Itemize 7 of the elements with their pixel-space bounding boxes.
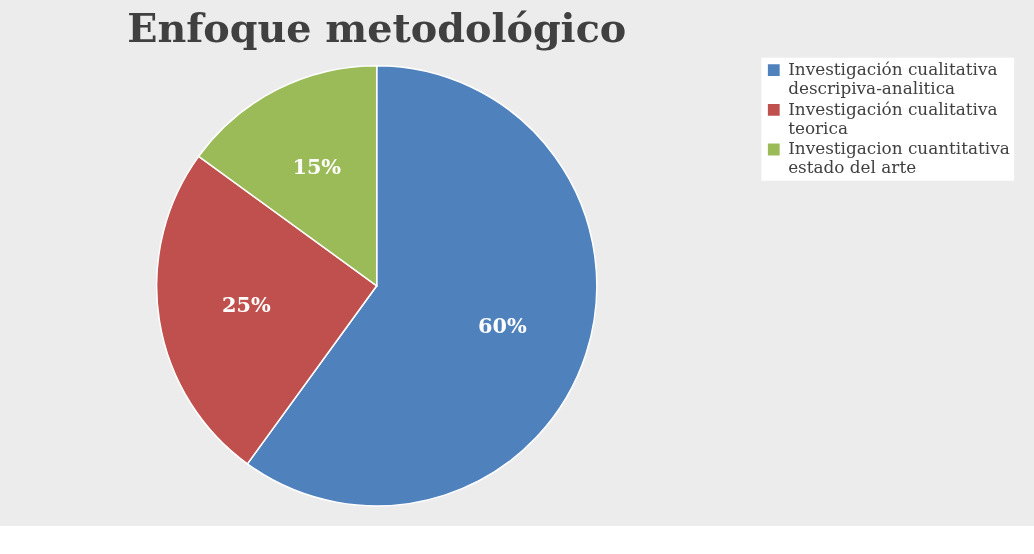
data-label: 15% xyxy=(292,154,342,180)
legend-label: Investigacion cuantitativa estado del arte xyxy=(788,138,1010,178)
legend-label: Investigación cualitativa descripiva-analitica xyxy=(788,59,998,98)
legend-label: Investigación cualitativa teorica xyxy=(788,98,998,138)
data-label: 25% xyxy=(221,292,271,318)
data-label: 60% xyxy=(477,312,527,338)
chart-title: Enfoque metodológico xyxy=(127,4,627,51)
